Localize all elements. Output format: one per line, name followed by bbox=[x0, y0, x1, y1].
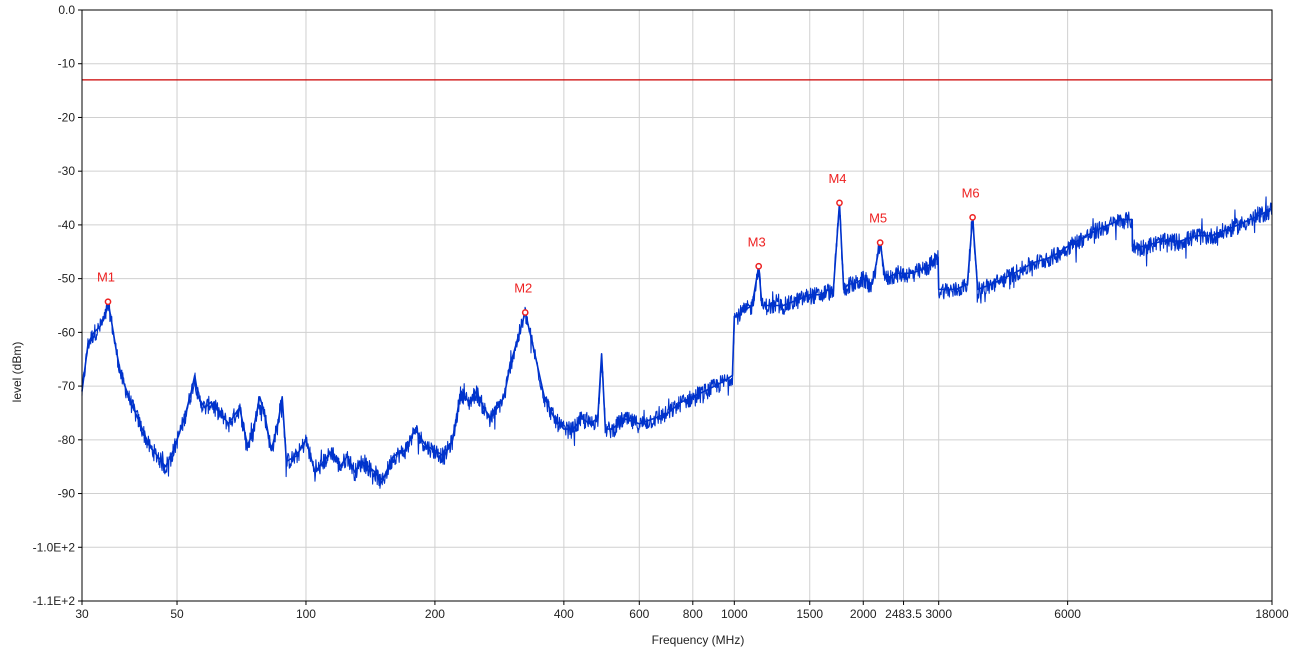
marker-point-m2 bbox=[521, 309, 529, 316]
marker-label-m3: M3 bbox=[748, 234, 766, 249]
marker-label-m1: M1 bbox=[97, 270, 115, 285]
axes-frame bbox=[78, 9, 1273, 605]
y-tick-label: -1.0E+2 bbox=[33, 540, 76, 554]
y-tick-label: -90 bbox=[58, 487, 76, 501]
y-tick-labels: 0.0 -10 -20 -30 -40 -50 -60 -70 -80 -90 -1.0E+2 -1.… bbox=[33, 3, 76, 608]
spectrum-trace-noise bbox=[81, 196, 1273, 489]
x-tick-label: 400 bbox=[554, 607, 574, 621]
grid-lines bbox=[81, 9, 1273, 602]
x-tick-label: 3000 bbox=[925, 607, 952, 621]
marker-label-m6: M6 bbox=[962, 185, 980, 200]
y-tick-label: -1.1E+2 bbox=[33, 594, 76, 608]
x-tick-label: 1000 bbox=[721, 607, 748, 621]
x-axis-label: Frequency (MHz) bbox=[652, 633, 745, 647]
y-tick-label: -40 bbox=[58, 218, 76, 232]
plot-frame bbox=[81, 9, 1273, 602]
x-tick-label: 200 bbox=[425, 607, 445, 621]
x-tick-label: 6000 bbox=[1054, 607, 1081, 621]
y-tick-label: -30 bbox=[58, 164, 76, 178]
x-tick-label: 18000 bbox=[1255, 607, 1289, 621]
y-tick-label: 0.0 bbox=[58, 3, 75, 17]
y-tick-label: -80 bbox=[58, 433, 76, 447]
y-axis-label: level (dBm) bbox=[10, 342, 24, 403]
x-tick-label: 600 bbox=[629, 607, 649, 621]
y-tick-label: -50 bbox=[58, 272, 76, 286]
marker-label-m4: M4 bbox=[828, 171, 846, 186]
x-tick-label: 100 bbox=[296, 607, 316, 621]
marker-label-m2: M2 bbox=[514, 280, 532, 295]
x-tick-label: 2000 bbox=[850, 607, 877, 621]
trace-group bbox=[81, 196, 1273, 489]
y-tick-label: -70 bbox=[58, 379, 76, 393]
marker-point-m3 bbox=[755, 262, 763, 270]
x-tick-label: 2483.5 bbox=[885, 607, 922, 621]
marker-label-m5: M5 bbox=[869, 211, 887, 226]
x-tick-label: 1500 bbox=[796, 607, 823, 621]
y-tick-label: -60 bbox=[58, 325, 76, 339]
y-tick-label: -20 bbox=[58, 110, 76, 124]
spectrum-trace bbox=[81, 202, 1273, 484]
marker-point-m5 bbox=[876, 239, 884, 246]
x-tick-label: 50 bbox=[170, 607, 184, 621]
markers-group: M1 M2 M3 M4 M5 M6 bbox=[97, 171, 980, 316]
marker-point-m1 bbox=[104, 298, 112, 306]
x-tick-label: 800 bbox=[683, 607, 703, 621]
y-tick-label: -10 bbox=[58, 57, 76, 71]
marker-point-m4 bbox=[836, 199, 843, 207]
marker-point-m6 bbox=[969, 214, 976, 221]
x-tick-labels: 30 50 100 200 400 600 800 1000 1500 2000 2483.5 300… bbox=[75, 607, 1289, 621]
x-tick-label: 30 bbox=[75, 607, 89, 621]
